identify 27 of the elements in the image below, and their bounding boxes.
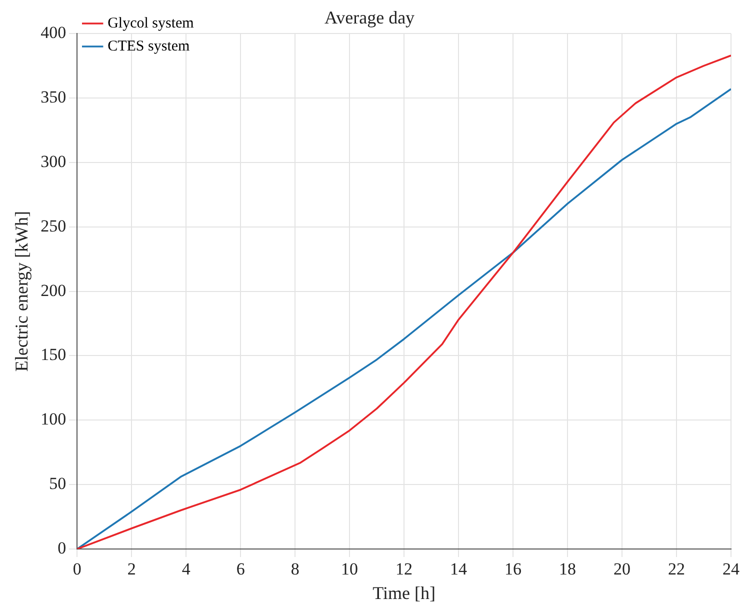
legend-label: CTES system bbox=[108, 38, 190, 54]
x-tick-label: 8 bbox=[290, 560, 300, 579]
y-tick-label: 150 bbox=[40, 345, 66, 364]
x-tick-label: 12 bbox=[396, 560, 413, 579]
x-tick-label: 22 bbox=[668, 560, 686, 579]
y-tick-label: 50 bbox=[49, 474, 66, 494]
x-tick-label: 16 bbox=[504, 560, 522, 579]
x-tick-label: 18 bbox=[559, 560, 576, 579]
x-tick-label: 2 bbox=[127, 560, 136, 579]
y-axis-title: Electric energy [kWh] bbox=[12, 211, 32, 372]
x-tick-label: 14 bbox=[450, 560, 468, 579]
x-tick-label: 4 bbox=[182, 560, 191, 579]
x-tick-label: 20 bbox=[614, 560, 631, 579]
x-axis-title: Time [h] bbox=[372, 582, 436, 603]
chart-title: Average day bbox=[324, 8, 415, 28]
legend-label: Glycol system bbox=[108, 15, 194, 32]
x-tick-label: 10 bbox=[341, 560, 358, 579]
x-tick-label: 6 bbox=[236, 560, 245, 579]
y-tick-label: 0 bbox=[58, 538, 66, 558]
x-tick-label: 0 bbox=[72, 560, 82, 579]
y-tick-label: 200 bbox=[40, 280, 66, 300]
y-tick-label: 300 bbox=[40, 152, 66, 171]
y-tick-label: 250 bbox=[40, 216, 66, 236]
y-tick-label: 400 bbox=[40, 23, 66, 42]
x-tick-label: 24 bbox=[722, 560, 740, 579]
y-tick-label: 100 bbox=[40, 410, 66, 429]
y-tick-label: 350 bbox=[40, 87, 66, 106]
